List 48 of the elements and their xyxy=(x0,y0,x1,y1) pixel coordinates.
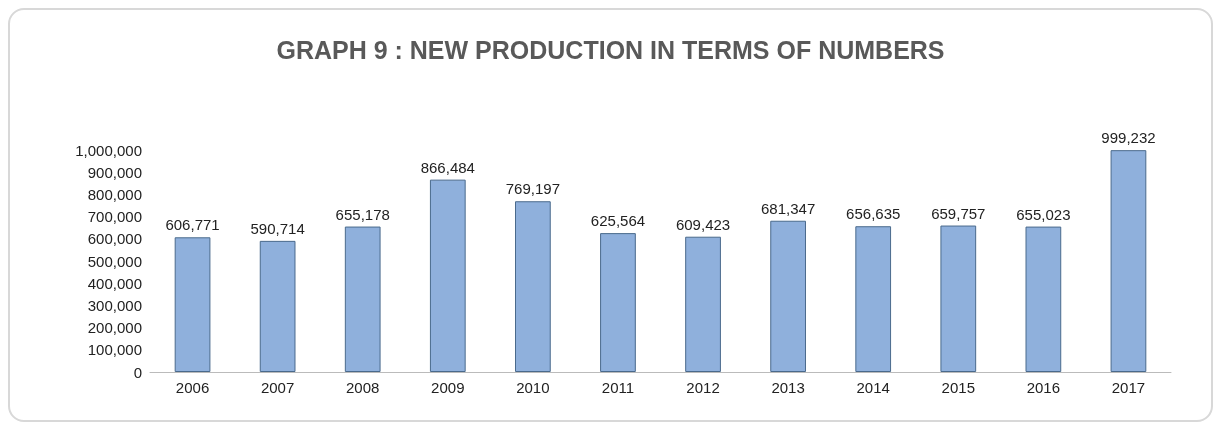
bar xyxy=(940,225,977,372)
y-tick-label: 700,000 xyxy=(87,208,142,226)
x-tick-label: 2010 xyxy=(516,379,550,396)
data-label: 655,023 xyxy=(1016,205,1071,223)
y-tick-label: 500,000 xyxy=(87,252,142,270)
x-tick-label: 2009 xyxy=(431,379,465,396)
bar xyxy=(259,240,296,372)
y-tick-label: 300,000 xyxy=(87,296,142,314)
data-label: 590,714 xyxy=(250,219,305,237)
bar xyxy=(855,226,892,372)
bar xyxy=(600,233,636,372)
bar xyxy=(429,179,466,372)
bar xyxy=(685,236,721,372)
x-tick-label: 2016 xyxy=(1026,379,1061,396)
data-label: 659,757 xyxy=(931,204,986,222)
bar xyxy=(515,201,551,372)
y-tick-label: 900,000 xyxy=(87,163,142,181)
data-label: 769,197 xyxy=(505,180,560,198)
y-tick-label: 600,000 xyxy=(87,230,142,248)
y-tick-label: 0 xyxy=(133,363,142,381)
y-tick-label: 400,000 xyxy=(87,274,142,292)
y-tick-label: 1,000,000 xyxy=(75,141,142,159)
data-label: 656,635 xyxy=(846,205,901,223)
data-label: 681,347 xyxy=(761,199,816,217)
bar xyxy=(344,226,381,372)
x-tick-label: 2013 xyxy=(771,379,805,396)
x-tick-label: 2011 xyxy=(601,379,635,396)
x-tick-label: 2012 xyxy=(686,379,720,396)
data-label: 999,232 xyxy=(1101,129,1156,147)
bar xyxy=(770,220,806,372)
bar xyxy=(1110,150,1147,372)
data-label: 655,178 xyxy=(335,205,390,223)
data-label: 625,564 xyxy=(590,212,646,230)
y-tick-label: 800,000 xyxy=(87,185,142,203)
x-tick-label: 2008 xyxy=(346,379,380,396)
data-label: 609,423 xyxy=(675,215,731,233)
data-label: 606,771 xyxy=(165,216,220,234)
bar xyxy=(174,237,211,372)
x-tick-label: 2017 xyxy=(1111,379,1146,396)
y-tick-label: 200,000 xyxy=(87,319,142,337)
chart-title: GRAPH 9 : NEW PRODUCTION IN TERMS OF NUMBERS xyxy=(276,35,945,64)
bar xyxy=(1025,226,1062,372)
x-tick-label: 2015 xyxy=(941,379,975,396)
data-label: 866,484 xyxy=(420,158,475,176)
x-tick-label: 2014 xyxy=(856,379,890,396)
y-tick-label: 100,000 xyxy=(87,341,142,359)
x-tick-label: 2006 xyxy=(175,379,210,396)
x-tick-label: 2007 xyxy=(260,379,295,396)
